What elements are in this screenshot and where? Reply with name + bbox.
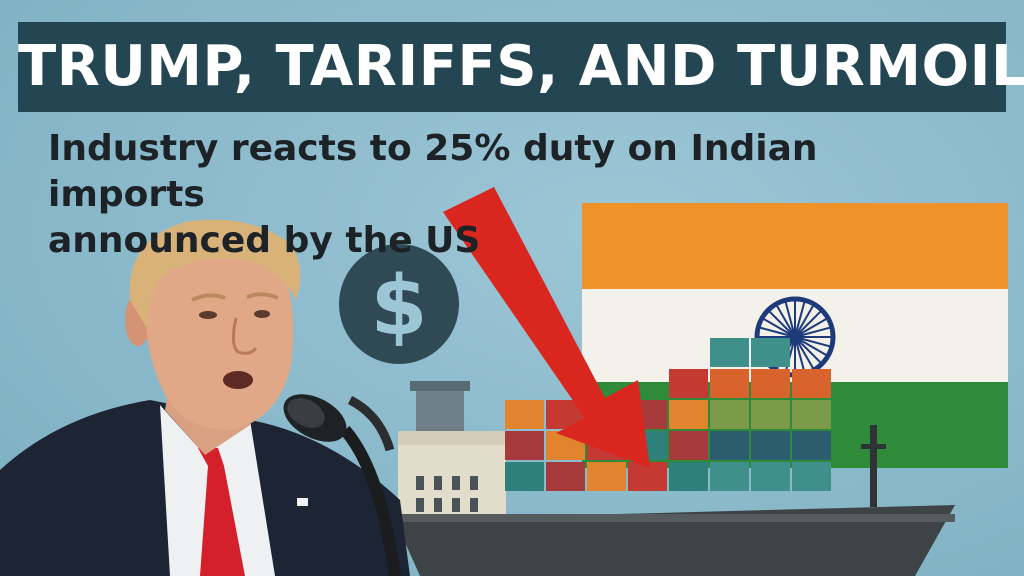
headline-title: TRUMP, TARIFFS, AND TURMOIL [18, 34, 1024, 99]
shipping-container [669, 369, 708, 398]
shipping-container [710, 400, 749, 429]
ship-bridge [398, 381, 506, 531]
subheadline-line-2: announced by the US [48, 220, 481, 261]
shipping-container [669, 431, 708, 460]
lapel-pin [297, 498, 308, 506]
shipping-container [669, 462, 708, 491]
container-stack [505, 338, 831, 491]
shipping-container [792, 369, 831, 398]
shipping-container [505, 400, 544, 429]
hair [129, 219, 301, 330]
ship-mast [861, 425, 886, 507]
subheadline-line-1: Industry reacts to 25% duty on Indian im… [48, 128, 818, 215]
headline-banner: TRUMP, TARIFFS, AND TURMOIL [18, 22, 1024, 112]
shipping-container [751, 462, 790, 491]
shipping-container [710, 462, 749, 491]
shipping-container [751, 338, 790, 367]
shipping-container [505, 431, 544, 460]
speaker-figure [0, 219, 410, 576]
shipping-container [792, 431, 831, 460]
ship-hull [395, 505, 955, 576]
shipping-container [669, 400, 708, 429]
red-tie [198, 448, 245, 576]
shipping-container [751, 369, 790, 398]
ship-deck-rail [395, 514, 955, 522]
shipping-container [710, 338, 749, 367]
subheadline: Industry reacts to 25% duty on Indian im… [48, 126, 928, 264]
microphone-icon [283, 394, 401, 576]
dollar-sign: $ [370, 259, 427, 354]
dollar-coin-icon: $ [339, 244, 459, 364]
face [146, 245, 294, 431]
shipping-container [710, 369, 749, 398]
downward-arrow-icon [443, 187, 650, 468]
shipping-container [587, 462, 626, 491]
flag-saffron-band [582, 203, 1008, 289]
mouth [223, 371, 253, 389]
shipping-container [751, 431, 790, 460]
shipping-container [792, 400, 831, 429]
shipping-container [546, 462, 585, 491]
shipping-container [792, 462, 831, 491]
shipping-container [751, 400, 790, 429]
shipping-container [505, 462, 544, 491]
shipping-container [710, 431, 749, 460]
